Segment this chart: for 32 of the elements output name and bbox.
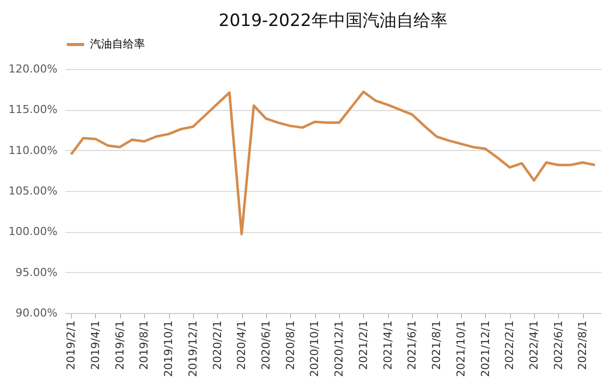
x-tick-label: 2021/10/1 — [454, 320, 468, 377]
x-tick-label: 2021/4/1 — [381, 320, 394, 370]
x-tick-label: 2019/2/1 — [64, 320, 78, 370]
y-tick-label: 95.00% — [16, 266, 58, 279]
x-tick-label: 2019/8/1 — [138, 320, 151, 370]
x-tick-label: 2021/8/1 — [430, 320, 444, 370]
x-tick-label: 2021/12/1 — [478, 320, 492, 377]
x-tick-label: 2019/12/1 — [186, 320, 200, 377]
y-tick-label: 120.00% — [8, 62, 58, 76]
x-tick-label: 2020/2/1 — [210, 320, 224, 370]
chart-title: 2019-2022年中国汽油自给率 — [218, 11, 448, 31]
x-tick-label: 2020/6/1 — [260, 320, 272, 370]
x-tick-label: 2020/8/1 — [284, 320, 297, 370]
x-tick-label: 2022/4/1 — [528, 320, 540, 370]
x-tick-label: 2022/2/1 — [503, 320, 516, 370]
x-tick-label: 2019/6/1 — [113, 320, 126, 370]
x-tick-label: 2019/4/1 — [88, 320, 102, 370]
x-tick-label: 2022/6/1 — [552, 320, 565, 370]
legend-label: 汽油自给率 — [90, 38, 145, 50]
x-tick-label: 2019/10/1 — [162, 320, 176, 377]
x-tick-label: 2022/8/1 — [576, 320, 590, 370]
x-tick-label: 2020/10/1 — [308, 320, 322, 377]
x-tick-label: 2021/6/1 — [406, 320, 419, 370]
y-tick-label: 100.00% — [8, 225, 58, 238]
x-tick-label: 2020/4/1 — [235, 320, 248, 370]
line-series — [70, 90, 596, 236]
y-tick-label: 110.00% — [8, 144, 58, 157]
y-tick-label: 90.00% — [16, 306, 58, 320]
y-tick-label: 105.00% — [8, 184, 58, 198]
x-tick-label: 2021/2/1 — [356, 320, 370, 370]
y-tick-label: 115.00% — [8, 103, 58, 116]
x-tick-label: 2020/12/1 — [332, 320, 346, 377]
